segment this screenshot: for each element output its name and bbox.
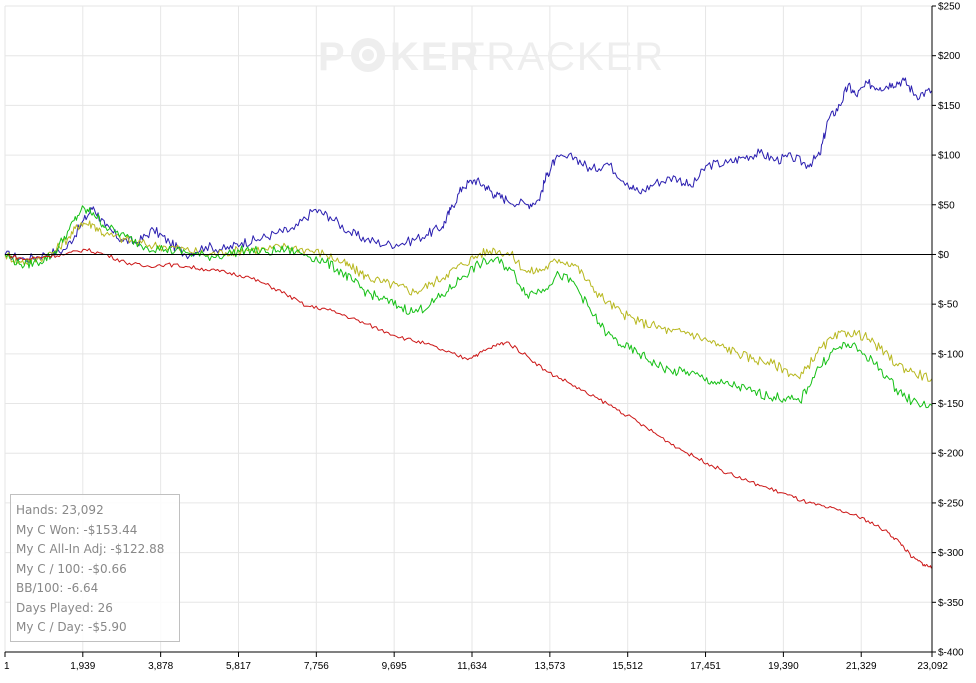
y-tick-label: $-100 (938, 349, 964, 360)
x-tick-label: 15,512 (612, 661, 643, 672)
y-tick-label: $150 (938, 101, 961, 112)
x-tick-label: 11,634 (457, 661, 487, 672)
stat-days-played: Days Played: 26 (16, 600, 113, 615)
y-tick-label: $-250 (938, 498, 964, 509)
series-line-3 (4, 205, 933, 409)
y-tick-label: $200 (938, 51, 961, 62)
stat-won: My C Won: -$153.44 (16, 522, 138, 537)
stat-per-100: My C / 100: -$0.66 (16, 561, 127, 576)
y-tick-label: $250 (938, 2, 961, 13)
stat-per-day: My C / Day: -$5.90 (16, 620, 127, 634)
x-tick-label: 1 (4, 661, 10, 672)
x-tick-label: 17,451 (690, 661, 721, 672)
series-line-2 (4, 220, 933, 382)
stats-summary-box: Hands: 23,092 My C Won: -$153.44 My C Al… (10, 494, 180, 642)
x-tick-label: 19,390 (768, 661, 799, 672)
y-tick-label: $-150 (938, 399, 964, 410)
x-tick-label: 3,878 (148, 661, 173, 672)
watermark-text-p: P (318, 35, 347, 79)
stat-hands: Hands: 23,092 (16, 503, 104, 517)
x-tick-label: 1,939 (70, 661, 95, 672)
stat-bb-per-100: BB/100: -6.64 (16, 581, 99, 595)
pokertracker-watermark: P KER TRACKER (318, 35, 665, 79)
x-tick-label: 9,695 (382, 661, 407, 672)
watermark-text-tracker: TRACKER (460, 35, 665, 79)
y-tick-label: $-400 (938, 648, 964, 659)
x-tick-label: 23,092 (917, 661, 948, 672)
watermark-text-ker: KER (390, 35, 480, 79)
y-tick-label: $100 (938, 151, 961, 162)
series-lines (4, 77, 933, 569)
x-tick-label: 5,817 (226, 661, 251, 672)
x-tick-label: 21,329 (846, 661, 877, 672)
y-tick-label: $-300 (938, 548, 964, 559)
series-line-4 (4, 248, 933, 569)
x-tick-label: 7,756 (304, 661, 329, 672)
series-line-1 (4, 77, 933, 263)
y-tick-label: $-50 (938, 300, 958, 311)
y-tick-label: $0 (938, 250, 950, 261)
poker-chip-icon (351, 38, 385, 72)
y-tick-label: $-200 (938, 449, 964, 460)
y-tick-label: $-350 (938, 598, 964, 609)
axes: $250 $200 $150 $100 $50 $0 $-50 $-100 $-150 $-200… (4, 2, 964, 673)
stat-allin-adj: My C All-In Adj: -$122.88 (16, 542, 165, 556)
y-tick-label: $50 (938, 200, 955, 211)
x-tick-label: 13,573 (535, 661, 566, 672)
